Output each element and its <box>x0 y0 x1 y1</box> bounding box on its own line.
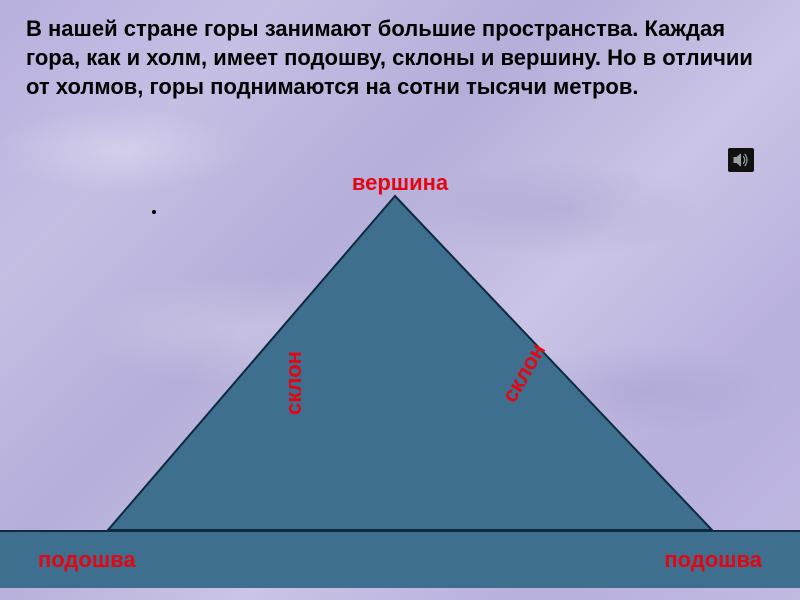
audio-icon[interactable] <box>728 148 754 172</box>
slope-left-label: склон <box>281 351 307 415</box>
speaker-icon <box>732 152 750 168</box>
mountain-triangle <box>106 194 714 532</box>
base-rect: подошва подошва <box>0 530 800 588</box>
apex-label: вершина <box>352 170 448 196</box>
intro-text: В нашей стране горы занимают большие про… <box>0 0 800 101</box>
base-left-label: подошва <box>38 547 136 573</box>
base-right-label: подошва <box>664 547 762 573</box>
decorative-dot <box>152 210 156 214</box>
